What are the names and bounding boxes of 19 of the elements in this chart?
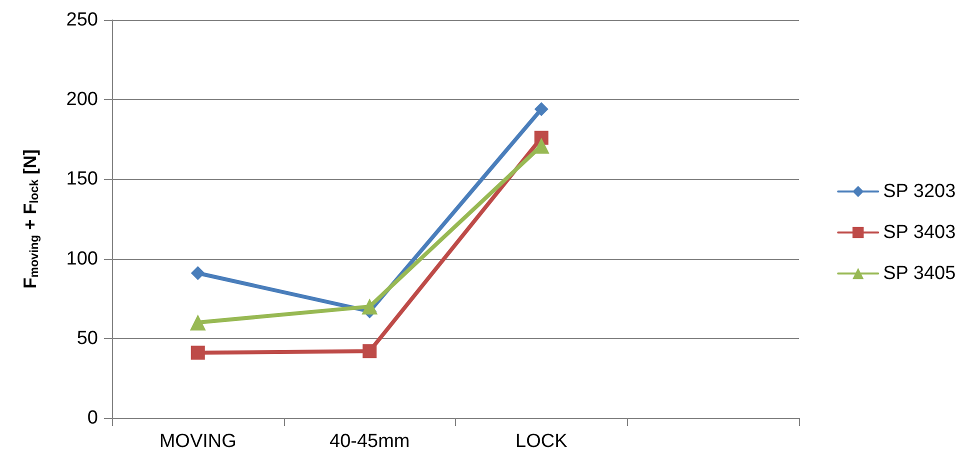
y-tick-label: 50 (76, 328, 98, 349)
legend-label: SP 3203 (883, 181, 956, 202)
y-tick-label: 100 (66, 248, 98, 270)
point (190, 266, 205, 280)
y-tick-label: 250 (66, 10, 98, 30)
legend-label: SP 3405 (883, 263, 956, 284)
point (362, 298, 378, 315)
x-tick-label: LOCK (516, 431, 568, 452)
legend-label: SP 3403 (883, 222, 956, 243)
x-tick-label: MOVING (159, 431, 236, 452)
y-tick-label: 200 (66, 89, 98, 110)
point (190, 314, 206, 330)
y-tick-label: 150 (66, 168, 98, 190)
point (534, 102, 548, 116)
y-axis-title: Fmoving + Flock [N] (20, 149, 41, 289)
point (190, 346, 205, 360)
y-tick-label: 0 (87, 408, 98, 428)
point (362, 344, 377, 358)
x-tick-label: 40-45mm (330, 431, 410, 452)
